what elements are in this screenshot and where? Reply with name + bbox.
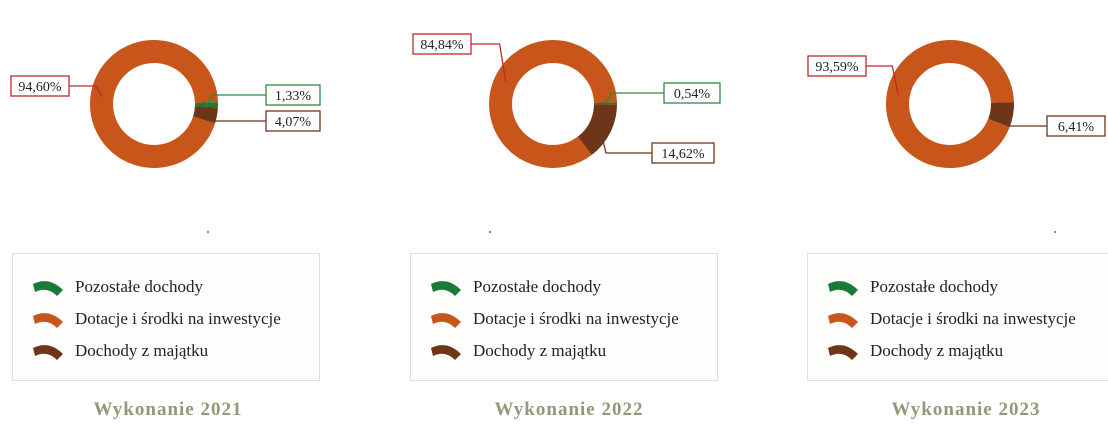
chart-caption-1: Wykonanie 2022 bbox=[494, 399, 644, 420]
legend-swatch-icon bbox=[33, 281, 63, 296]
decorative-dot-0 bbox=[207, 231, 209, 233]
value-label-box-2-0 bbox=[807, 55, 867, 77]
slice-0-1 bbox=[90, 39, 218, 168]
slice-1-2 bbox=[577, 104, 617, 156]
value-label-box-0-0 bbox=[265, 84, 321, 106]
legend-2: Pozostałe dochody Dotacje i środki na inw… bbox=[807, 253, 1108, 381]
legend-label: Pozostałe dochody bbox=[870, 277, 998, 296]
value-label-0-1: 94,60% bbox=[18, 80, 62, 95]
decorative-dot-2 bbox=[1054, 231, 1056, 233]
value-label-0-0: 1,33% bbox=[275, 89, 312, 104]
legend-swatch-icon bbox=[431, 281, 461, 296]
legend-swatch-icon bbox=[828, 281, 858, 296]
leader-line-0-2 bbox=[205, 113, 266, 122]
legend-label: Pozostałe dochody bbox=[75, 277, 203, 296]
legend-item: Dochody z majątku bbox=[826, 338, 1003, 364]
chart-caption-0: Wykonanie 2021 bbox=[93, 399, 243, 420]
chart-caption-2: Wykonanie 2023 bbox=[891, 399, 1041, 420]
value-label-box-1-0 bbox=[663, 82, 721, 104]
value-label-box-0-1 bbox=[10, 75, 70, 97]
value-label-2-1: 6,41% bbox=[1058, 120, 1095, 135]
legend-item: Pozostałe dochody bbox=[826, 274, 998, 300]
leader-line-0-1 bbox=[69, 85, 103, 98]
legend-label: Dotacje i środki na inwestycje bbox=[75, 309, 281, 328]
legend-item: Pozostałe dochody bbox=[31, 274, 203, 300]
value-label-1-1: 84,84% bbox=[420, 38, 464, 53]
slice-2-0 bbox=[885, 40, 1014, 169]
legend-item: Dotacje i środki na inwestycje bbox=[31, 306, 281, 332]
legend-label: Pozostałe dochody bbox=[473, 277, 601, 296]
slice-2-1 bbox=[988, 102, 1014, 128]
value-label-box-1-2 bbox=[651, 142, 715, 164]
value-label-2-0: 93,59% bbox=[815, 60, 859, 75]
legend-label: Dochody z majątku bbox=[473, 341, 607, 360]
legend-item: Dochody z majątku bbox=[31, 338, 208, 364]
value-label-0-2: 4,07% bbox=[275, 115, 312, 130]
legend-swatch-icon bbox=[431, 313, 461, 328]
legend-swatch-icon bbox=[828, 313, 858, 328]
leader-line-2-0 bbox=[866, 65, 899, 96]
leader-line-1-0 bbox=[604, 92, 664, 104]
legend-label: Dochody z majątku bbox=[870, 341, 1004, 360]
legend-swatch-icon bbox=[828, 345, 858, 360]
leader-line-1-1 bbox=[471, 43, 507, 82]
leader-line-1-2 bbox=[599, 127, 652, 154]
legend-label: Dochody z majątku bbox=[75, 341, 209, 360]
legend-swatch-icon bbox=[33, 345, 63, 360]
value-label-1-0: 0,54% bbox=[674, 87, 711, 102]
slice-0-2 bbox=[193, 106, 218, 124]
legend-item: Dochody z majątku bbox=[429, 338, 606, 364]
legend-swatch-icon bbox=[431, 345, 461, 360]
legend-label: Dotacje i środki na inwestycje bbox=[870, 309, 1076, 328]
legend-item: Dotacje i środki na inwestycje bbox=[826, 306, 1076, 332]
value-label-1-2: 14,62% bbox=[661, 147, 705, 162]
legend-0: Pozostałe dochody Dotacje i środki na inw… bbox=[12, 253, 320, 381]
value-label-box-0-2 bbox=[265, 110, 321, 132]
value-label-box-2-1 bbox=[1046, 115, 1106, 137]
legend-swatch-icon bbox=[33, 313, 63, 328]
legend-item: Dotacje i środki na inwestycje bbox=[429, 306, 679, 332]
leader-line-0-0 bbox=[205, 94, 266, 105]
value-label-box-1-1 bbox=[412, 33, 472, 55]
decorative-dot-1 bbox=[489, 231, 491, 233]
legend-1: Pozostałe dochody Dotacje i środki na inw… bbox=[410, 253, 718, 381]
legend-item: Pozostałe dochody bbox=[429, 274, 601, 300]
legend-label: Dotacje i środki na inwestycje bbox=[473, 309, 679, 328]
slice-1-1 bbox=[489, 40, 617, 169]
slice-0-0 bbox=[194, 102, 218, 108]
leader-line-2-1 bbox=[1001, 112, 1047, 127]
